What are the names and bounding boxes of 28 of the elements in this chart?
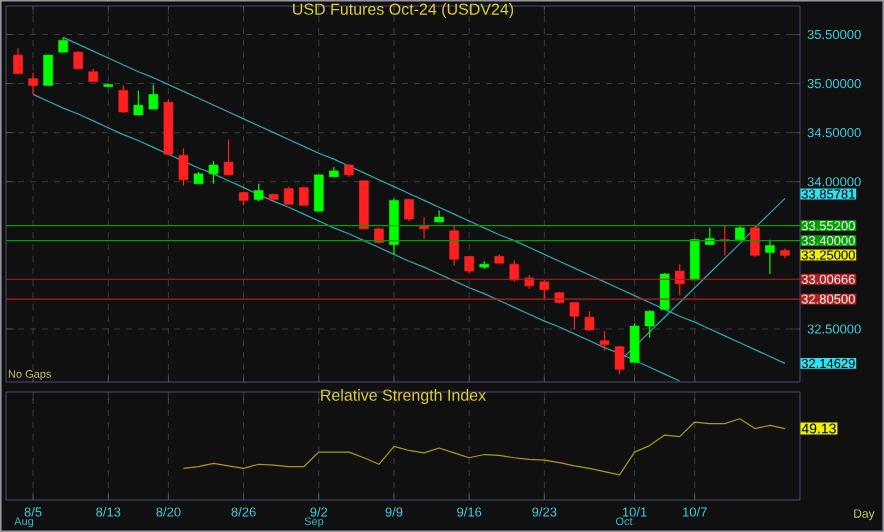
candlestick [223,138,234,176]
candlestick [659,272,670,310]
candlestick [148,83,159,110]
candlestick [313,174,324,212]
candlestick [599,330,610,352]
candlestick [765,239,775,275]
candlestick [178,147,189,187]
candlestick [569,301,580,330]
candlestick [614,345,625,375]
candlestick [43,54,53,87]
candlestick [644,309,655,339]
candlestick [629,322,640,363]
candlestick [419,216,429,240]
candlestick [208,160,219,185]
candlestick [750,225,760,258]
candlestick [674,263,685,297]
candlestick [28,72,38,95]
candlestick [539,279,550,302]
candlestick [13,47,23,75]
candlestick [133,89,144,116]
chart-title: USD Futures Oct-24 (USDV24) [293,3,514,18]
candlestick [389,197,399,255]
candlestick [449,225,459,266]
candlestick [118,84,129,114]
candlestick [509,259,520,283]
candlestick [404,197,414,222]
candlestick [584,310,595,332]
chart-title: Relative Strength Index [321,389,486,404]
